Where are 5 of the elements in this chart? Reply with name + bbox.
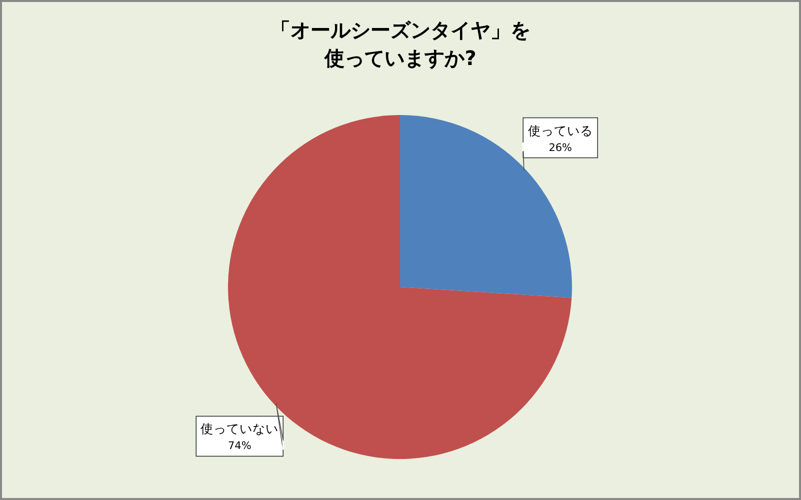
data-label: 26% <box>548 142 572 154</box>
slice-label: 使っている <box>528 122 593 138</box>
chart-title: 「オールシーズンタイヤ」を使っていますか? <box>270 18 530 70</box>
slice-label: 使っていない <box>200 421 279 436</box>
data-label: 74% <box>228 440 252 452</box>
